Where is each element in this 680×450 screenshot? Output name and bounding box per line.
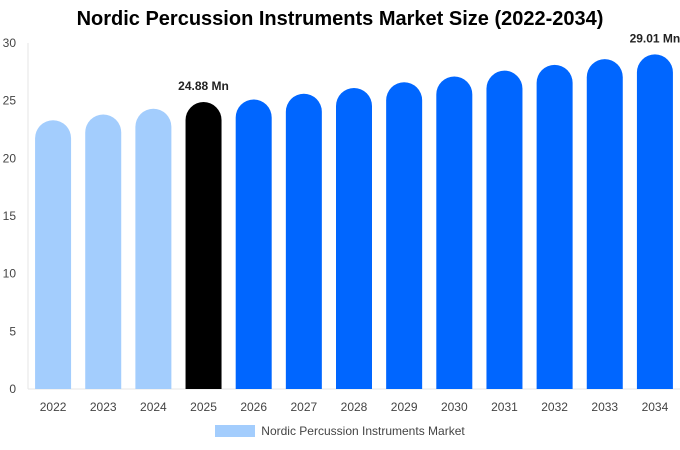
bar [185,102,222,390]
data-label: 29.01 Mn [630,31,680,45]
x-tick-label: 2030 [441,400,468,414]
x-tick-label: 2027 [290,400,317,414]
y-tick-label: 30 [3,36,17,50]
y-tick-label: 0 [9,382,16,396]
x-tick-label: 2033 [591,400,618,414]
bar [336,87,372,389]
x-tick-label: 2022 [40,400,67,414]
bar [85,114,122,390]
bar [235,99,272,389]
x-tick-label: 2029 [391,400,418,414]
bar [586,59,623,389]
x-tick-label: 2025 [190,400,217,414]
y-tick-label: 20 [3,151,17,165]
bar [386,82,423,390]
bar [35,120,72,390]
bar [536,64,573,389]
legend-label: Nordic Percussion Instruments Market [261,424,465,438]
legend: Nordic Percussion Instruments Market [0,424,680,438]
x-tick-label: 2028 [341,400,368,414]
x-tick-label: 2026 [240,400,267,414]
y-tick-label: 10 [3,267,17,281]
chart-bars [35,54,673,390]
chart-labels: 2022 2023 2024 2025 2026 2027 2028 2029 2030 2031… [40,31,680,414]
data-label: 24.88 Mn [178,79,229,93]
x-tick-label: 2034 [642,400,669,414]
bar [636,54,673,390]
y-tick-label: 25 [3,94,17,108]
bar [486,70,523,390]
y-tick-label: 5 [9,324,16,338]
x-tick-label: 2023 [90,400,117,414]
bar [285,93,322,389]
x-tick-label: 2032 [541,400,568,414]
bar [135,108,172,389]
x-tick-label: 2031 [491,400,518,414]
y-tick-label: 15 [3,209,17,223]
legend-swatch [215,425,256,437]
chart-title: Nordic Percussion Instruments Market Siz… [76,8,604,30]
x-tick-label: 2024 [140,400,167,414]
bar [436,76,473,390]
